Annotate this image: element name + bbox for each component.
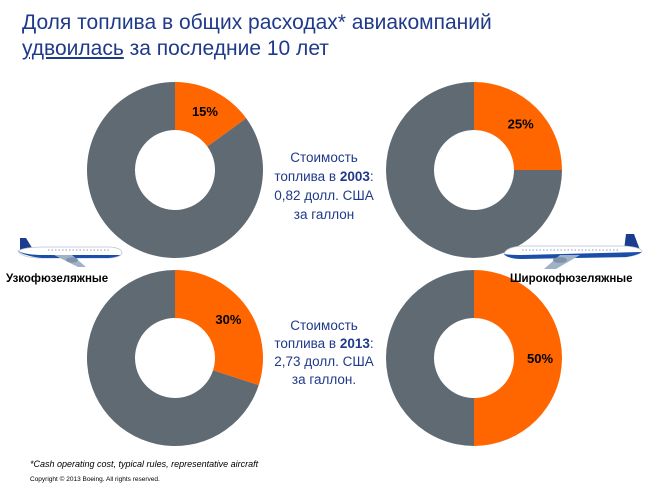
caption-2003-line-1: Стоимость bbox=[290, 150, 358, 165]
fuel-share-label: 15% bbox=[192, 104, 218, 119]
fuel-share-slice bbox=[175, 82, 247, 147]
caption-2013-line-2: топлива в 2013: bbox=[244, 335, 404, 353]
caption-2003-unit: за галлон bbox=[293, 207, 355, 222]
fuel-share-label: 25% bbox=[508, 116, 534, 131]
title-line-2: удвоилась за последние 10 лет bbox=[22, 36, 632, 62]
fuel-share-label: 50% bbox=[527, 351, 553, 366]
caption-2003-price: 0,82 долл. США bbox=[274, 188, 374, 203]
fuel-share-slice bbox=[474, 82, 562, 170]
wide-body-label: Широкофюзеляжные bbox=[510, 273, 633, 285]
donut-chart: 15% bbox=[87, 82, 264, 258]
narrow-body-label: Узкофюзеляжные bbox=[6, 273, 109, 285]
caption-2003-prefix: топлива в bbox=[274, 169, 340, 184]
caption-2013-unit: за галлон. bbox=[291, 372, 357, 387]
footnote: *Cash operating cost, typical rules, rep… bbox=[30, 459, 259, 469]
other-costs-slice bbox=[87, 270, 259, 446]
caption-2013-year: 2013 bbox=[339, 336, 370, 351]
donut-chart: 50% bbox=[386, 270, 562, 446]
caption-2013-line-1: Стоимость bbox=[290, 318, 358, 333]
caption-2003-colon: : bbox=[369, 169, 374, 184]
donut-narrow-2003: 15% bbox=[85, 80, 265, 260]
caption-2013-prefix: топлива в bbox=[274, 336, 340, 351]
other-costs-slice bbox=[87, 82, 264, 258]
other-costs-slice bbox=[386, 82, 562, 258]
fuel-cost-2013-caption: Стоимость топлива в 2013: 2,73 долл. США… bbox=[244, 317, 404, 389]
fuel-share-label: 30% bbox=[215, 312, 241, 327]
donut-narrow-2013: 30% bbox=[85, 268, 265, 448]
title-rest: за последние 10 лет bbox=[129, 37, 329, 60]
caption-2013-colon: : bbox=[369, 336, 374, 351]
fuel-cost-2003-caption: Стоимость топлива в 2003: 0,82 долл. США… bbox=[244, 148, 404, 224]
donut-wide-2013: 50% bbox=[384, 268, 564, 448]
page-title: Доля топлива в общих расходах* авиакомпа… bbox=[22, 10, 632, 62]
caption-2013-price: 2,73 долл. США bbox=[274, 354, 374, 369]
fuel-share-slice bbox=[175, 270, 263, 386]
title-line-1: Доля топлива в общих расходах* авиакомпа… bbox=[22, 11, 492, 34]
narrow-body-aircraft-icon bbox=[17, 238, 123, 267]
caption-2003-year: 2003 bbox=[339, 169, 370, 184]
fuel-share-slice bbox=[474, 270, 562, 446]
donut-wide-2003: 25% bbox=[384, 80, 564, 260]
donut-chart: 25% bbox=[386, 82, 562, 258]
copyright: Copyright © 2013 Boeing. All rights rese… bbox=[30, 476, 160, 483]
donut-chart: 30% bbox=[87, 270, 263, 446]
other-costs-slice bbox=[386, 270, 474, 446]
title-underlined-word: удвоилась bbox=[22, 37, 124, 60]
caption-2003-line-2: топлива в 2003: bbox=[244, 167, 404, 186]
wide-body-aircraft-icon bbox=[503, 234, 643, 269]
